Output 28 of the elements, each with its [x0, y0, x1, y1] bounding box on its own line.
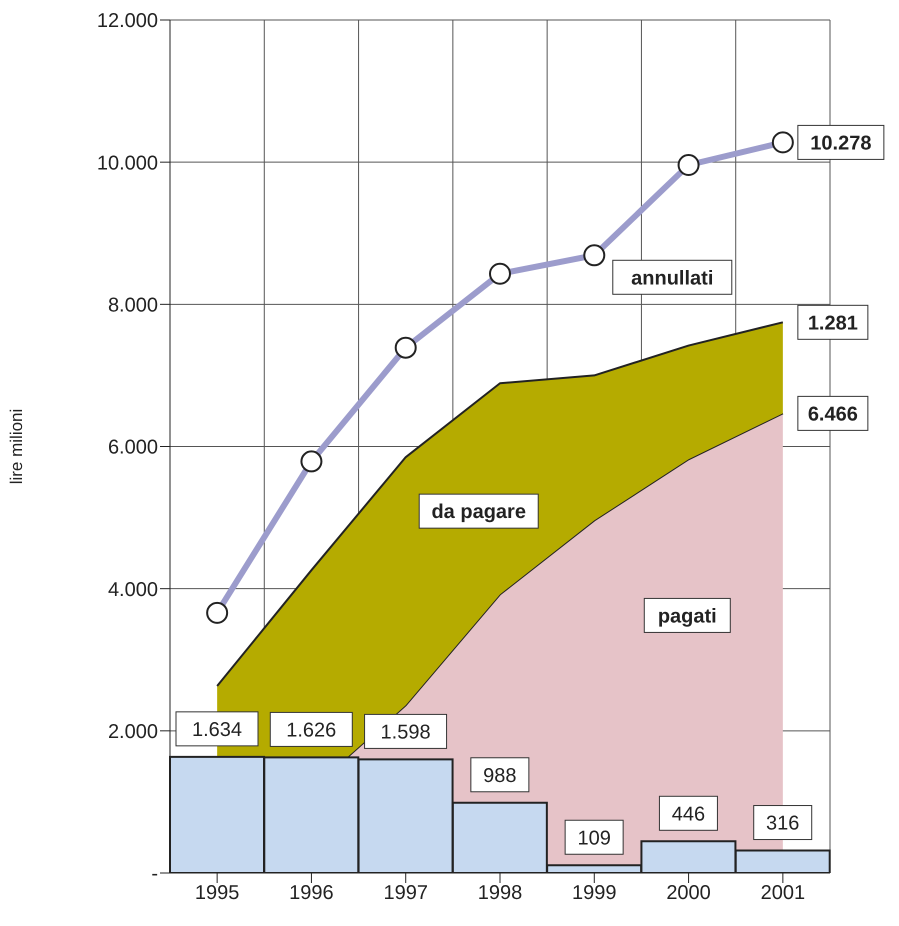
x-tick-label: 1997: [383, 882, 428, 904]
series-label: pagati: [658, 605, 717, 628]
x-tick-label: 1995: [194, 882, 240, 904]
y-tick-label: 8.000: [108, 294, 158, 316]
data-label: 109: [577, 827, 611, 850]
data-label: 988: [483, 764, 517, 787]
x-tick-label: 2000: [666, 882, 711, 904]
data-label: 1.598: [380, 721, 431, 744]
series-label: annullati: [631, 267, 714, 290]
x-tick-label: 1996: [289, 882, 334, 904]
data-label: 10.278: [810, 132, 872, 154]
y-tick-label: 2.000: [108, 720, 158, 743]
y-tick-label: 12.000: [96, 10, 158, 32]
data-label: 446: [672, 803, 706, 826]
data-label: 1.626: [286, 719, 336, 742]
data-label: 6.466: [808, 403, 858, 426]
series-label: da pagare: [431, 501, 526, 524]
y-tick-label: 6.000: [108, 436, 158, 459]
y-tick-label: -: [151, 863, 158, 886]
y-axis-title: lire milioni: [7, 408, 26, 484]
data-label: 1.281: [808, 312, 858, 334]
data-label: 1.634: [192, 718, 242, 741]
x-tick-label: 1998: [478, 882, 522, 904]
x-tick-label: 2001: [760, 882, 806, 904]
y-tick-label: 4.000: [108, 578, 158, 601]
y-tick-label: 10.000: [96, 152, 158, 174]
x-tick-label: 1999: [572, 882, 617, 904]
data-label: 316: [766, 812, 800, 835]
